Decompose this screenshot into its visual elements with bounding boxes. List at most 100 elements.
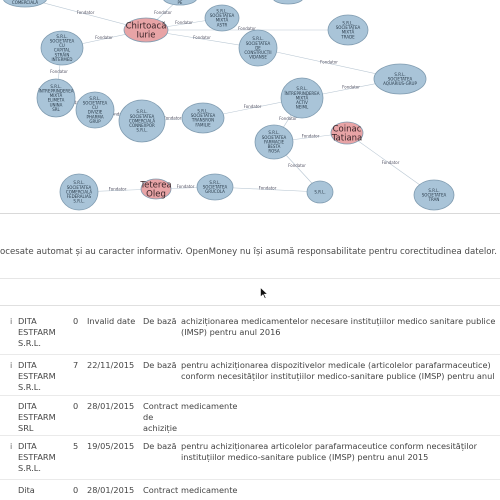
contract-company[interactable]: DITA ESTFARM SRL bbox=[18, 401, 56, 433]
graph-edge-label: Fondator bbox=[320, 60, 338, 65]
graph-node-label: DIVIZIE bbox=[88, 110, 103, 115]
graph-edge-label: Fondator bbox=[77, 10, 95, 15]
graph-node-circle bbox=[238, 29, 278, 67]
graph-node-label: S.R.L. bbox=[296, 86, 307, 91]
graph-node-label: COMERCIALĂ bbox=[12, 0, 38, 5]
graph-node-label: SRL bbox=[52, 107, 60, 112]
graph-node-label: TRANSRON bbox=[191, 118, 214, 123]
graph-node-circle bbox=[306, 180, 334, 204]
graph-edge-label: Fondator bbox=[279, 116, 297, 121]
graph-edge-label: Fondator bbox=[288, 163, 306, 168]
graph-node-company[interactable]: S.R.L.SOCIETATEACOMERCIALĂFEDERALIASS.R.… bbox=[59, 173, 99, 211]
graph-node-label: S.R.L. bbox=[136, 109, 147, 114]
contract-company[interactable]: DITA ESTFARM S.R.L. bbox=[18, 316, 56, 348]
graph-node-label: SOCIETATEA bbox=[246, 41, 271, 46]
graph-node-label: ÎNTREPRINDEREA bbox=[285, 91, 320, 96]
graph-node-circle bbox=[40, 30, 84, 66]
contract-object: pentru achiziționarea dispozitivelor med… bbox=[181, 360, 495, 381]
contract-procedure: Contract bbox=[143, 485, 179, 495]
graph-node-label: Oleg bbox=[146, 190, 166, 200]
graph-node-label: SOCIETATEA bbox=[83, 101, 108, 106]
graph-node-label: CU bbox=[92, 105, 98, 110]
graph-node-label: MIXTĂ bbox=[296, 95, 309, 100]
contract-company[interactable]: Dita bbox=[18, 485, 35, 495]
graph-node-circle bbox=[373, 63, 427, 95]
graph-node-label: AQUARIUS-GRUP bbox=[383, 81, 417, 86]
graph-node-circle bbox=[3, 0, 47, 8]
graph-node-label: SOCIETATEA bbox=[191, 113, 216, 118]
contract-date: 19/05/2015 bbox=[87, 441, 135, 451]
graph-node-circle bbox=[140, 178, 172, 200]
graph-node-label: SOCIETATEA bbox=[336, 25, 361, 30]
graph-node-label: VIDANSE bbox=[249, 55, 267, 60]
graph-node-label: COMERCIALĂ bbox=[129, 118, 155, 123]
contract-company[interactable]: DITA ESTFARM S.R.L. bbox=[18, 441, 56, 473]
contract-object: pentru achiziționarea articolelor parafa… bbox=[181, 441, 477, 462]
graph-node-label: Tatiana bbox=[331, 134, 363, 144]
graph-node-label: FAMILIE bbox=[195, 122, 211, 127]
contract-procedure: De bază bbox=[143, 360, 177, 370]
graph-node-label: ROSA bbox=[268, 149, 280, 154]
contract-number: 5 bbox=[73, 441, 79, 451]
graph-node-label: DE bbox=[255, 45, 261, 50]
graph-node-label: S.R.L. bbox=[73, 199, 84, 204]
graph-node-circle bbox=[123, 17, 169, 43]
graph-node-label: S.R.L. bbox=[209, 180, 220, 185]
graph-node-label: CONSTRUCȚII bbox=[244, 50, 271, 55]
graph-node-label: ÎNTREPRINDEREA bbox=[39, 89, 74, 94]
row-divider bbox=[0, 395, 500, 396]
graph-node-label: PE bbox=[178, 0, 183, 5]
graph-node-label: S.R.L. bbox=[89, 96, 100, 101]
graph-node-company[interactable]: S.R.L. bbox=[273, 0, 303, 5]
graph-node-label: S.R.L. bbox=[428, 188, 439, 193]
graph-node-label: S.R.L. bbox=[342, 21, 353, 26]
graph-node-company[interactable]: S.R.L.SOCIETATEAPE bbox=[163, 0, 197, 6]
graph-node-circle bbox=[118, 99, 166, 143]
graph-node-label: SOCIETATEA bbox=[388, 76, 413, 81]
graph-node-circle bbox=[273, 0, 303, 5]
graph-node-label: SOCIETATEA bbox=[422, 192, 447, 197]
graph-node-company[interactable]: S.R.L. bbox=[306, 180, 334, 204]
network-graph-canvas[interactable]: Fondator Fondator Fondator Fondator Fondator… bbox=[0, 0, 500, 212]
graph-node-label: COMERCIALĂ bbox=[66, 189, 92, 194]
graph-node-company[interactable]: S.R.L.SOCIETATEACOMERCIALĂCONNEXPORS.R.L… bbox=[118, 99, 166, 143]
contract-date: Invalid date bbox=[87, 316, 136, 326]
row-bullet: i bbox=[10, 360, 13, 370]
graph-node-label: CONNEXPOR bbox=[129, 123, 155, 128]
graph-edge-label: Fondator bbox=[244, 104, 262, 109]
row-divider bbox=[0, 479, 500, 480]
contract-procedure: Contract de achiziție bbox=[143, 401, 179, 433]
contract-object: achiziționarea medicamentelor necesare i… bbox=[181, 316, 496, 337]
table-header-divider bbox=[0, 305, 500, 306]
graph-edge-label: Fondator bbox=[154, 10, 172, 15]
graph-edge-label: Fondator bbox=[302, 134, 320, 139]
contract-date: 22/11/2015 bbox=[87, 360, 135, 370]
graph-node-circle bbox=[163, 0, 197, 6]
contract-number: 0 bbox=[73, 316, 79, 326]
contract-date: 28/01/2015 bbox=[87, 485, 135, 495]
graph-node-label: S.R.L. bbox=[394, 72, 405, 77]
company-network-graph[interactable]: Fondator Fondator Fondator Fondator Fondator… bbox=[0, 0, 500, 212]
contract-object: medicamente bbox=[181, 485, 238, 495]
contract-company[interactable]: DITA ESTFARM S.R.L. bbox=[18, 360, 56, 392]
graph-node-circle bbox=[59, 173, 99, 211]
graph-node-label: ACTIV bbox=[296, 100, 308, 105]
graph-divider bbox=[0, 213, 500, 214]
graph-node-circle bbox=[330, 121, 364, 145]
